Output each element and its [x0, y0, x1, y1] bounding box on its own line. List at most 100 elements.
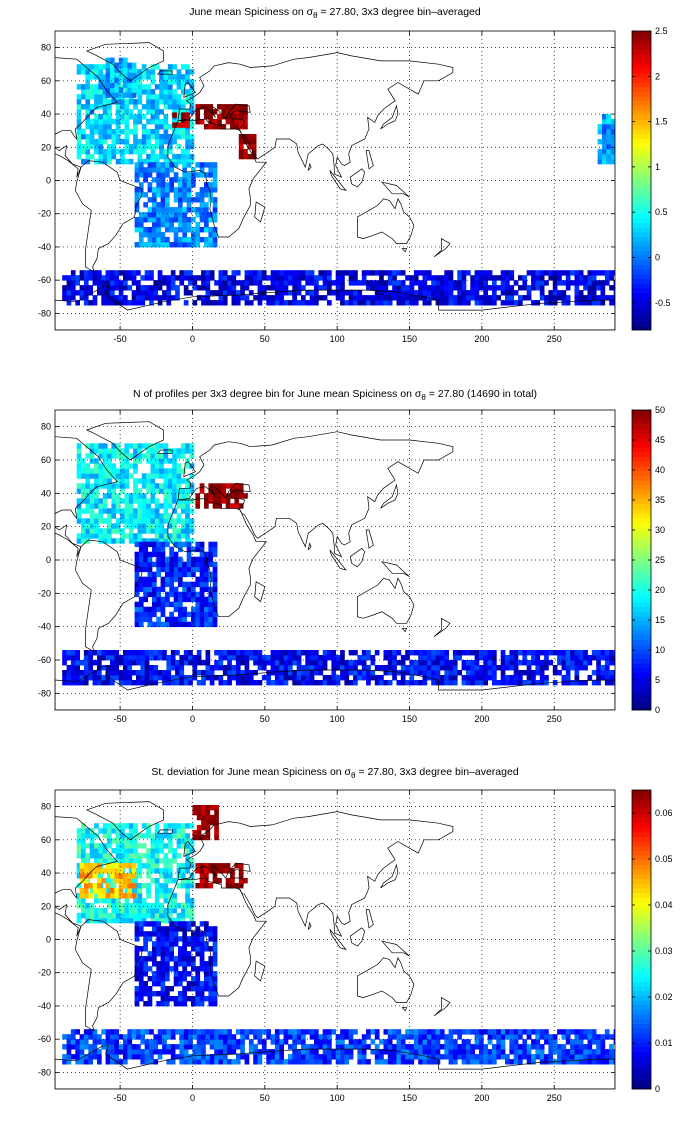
data-bin — [587, 300, 593, 306]
data-bin — [435, 1039, 441, 1045]
data-bin — [81, 853, 86, 859]
data-bin — [189, 84, 195, 90]
data-bin — [94, 503, 99, 509]
data-bin — [609, 655, 614, 661]
data-bin — [357, 290, 363, 296]
data-bin — [147, 217, 153, 223]
data-bin — [131, 82, 137, 88]
data-bin — [107, 858, 112, 864]
data-bin — [591, 1039, 597, 1045]
data-bin — [500, 270, 506, 276]
data-bin — [138, 556, 144, 563]
data-bin — [500, 670, 506, 676]
data-bin — [212, 498, 218, 504]
data-bin — [186, 222, 192, 228]
data-bin — [602, 124, 607, 130]
data-bin — [165, 242, 170, 248]
data-bin — [248, 275, 254, 281]
data-bin — [157, 670, 163, 676]
data-bin — [76, 463, 82, 469]
data-bin — [140, 650, 146, 656]
data-bin — [83, 670, 89, 676]
data-bin — [602, 148, 607, 155]
data-bin — [466, 650, 471, 656]
data-bin — [138, 956, 144, 962]
data-bin — [111, 488, 117, 494]
data-bin — [227, 1034, 232, 1040]
data-bin — [225, 114, 231, 120]
data-bin — [366, 1059, 371, 1065]
data-bin — [62, 1034, 67, 1040]
data-bin — [201, 1059, 206, 1065]
data-bin — [234, 483, 240, 489]
data-bin — [144, 1044, 150, 1050]
data-bin — [156, 966, 161, 972]
data-bin — [309, 300, 315, 306]
colorbar-swatch — [632, 597, 651, 603]
data-bin — [418, 1029, 423, 1035]
data-bin — [261, 275, 267, 281]
data-bin — [123, 295, 128, 301]
data-bin — [309, 295, 315, 301]
data-bin — [85, 518, 91, 524]
data-bin — [191, 931, 196, 937]
data-bin — [79, 1059, 85, 1065]
data-bin — [81, 158, 86, 165]
data-bin — [217, 878, 222, 884]
data-bin — [212, 591, 218, 598]
data-bin — [88, 660, 93, 666]
data-bin — [89, 153, 95, 160]
data-bin — [557, 1044, 562, 1050]
colorbar-swatch — [632, 287, 651, 293]
data-bin — [557, 1059, 562, 1065]
data-bin — [288, 1034, 293, 1040]
data-bin — [288, 1044, 293, 1050]
data-bin — [134, 986, 140, 992]
data-bin — [98, 453, 104, 459]
data-bin — [574, 280, 580, 286]
data-bin — [123, 1039, 128, 1045]
data-bin — [366, 300, 371, 306]
data-bin — [292, 680, 297, 686]
data-bin — [133, 912, 138, 919]
data-bin — [266, 660, 271, 666]
data-bin — [85, 74, 91, 80]
data-bin — [118, 873, 124, 879]
data-bin — [88, 1029, 93, 1035]
data-bin — [163, 124, 169, 130]
data-bin — [292, 670, 297, 676]
data-bin — [102, 508, 108, 514]
data-bin — [199, 119, 205, 125]
data-bin — [292, 1034, 297, 1040]
colorbar-swatch — [632, 705, 651, 711]
data-bin — [150, 144, 156, 150]
data-bin — [609, 1054, 614, 1060]
data-bin — [526, 680, 532, 686]
data-bin — [235, 665, 241, 671]
data-bin — [222, 1044, 228, 1050]
colorbar-tick-label: 50 — [655, 405, 665, 415]
data-bin — [199, 878, 205, 884]
data-bin — [274, 1029, 280, 1035]
data-bin — [115, 448, 121, 454]
data-bin — [370, 670, 376, 676]
data-bin — [178, 936, 183, 942]
data-bin — [505, 1029, 510, 1035]
data-bin — [133, 898, 138, 904]
data-bin — [483, 1044, 488, 1050]
data-bin — [85, 109, 91, 115]
data-bin — [169, 222, 174, 228]
data-bin — [107, 99, 112, 105]
y-tick-label: 0 — [46, 176, 51, 186]
data-bin — [426, 275, 432, 281]
data-bin — [76, 863, 82, 869]
data-bin — [186, 571, 192, 578]
data-bin — [396, 300, 402, 306]
data-bin — [154, 129, 160, 135]
data-bin — [225, 503, 231, 509]
colorbar-swatch — [632, 639, 651, 645]
data-bin — [160, 232, 166, 238]
data-bin — [182, 561, 187, 568]
data-bin — [120, 463, 125, 469]
data-bin — [102, 823, 108, 829]
